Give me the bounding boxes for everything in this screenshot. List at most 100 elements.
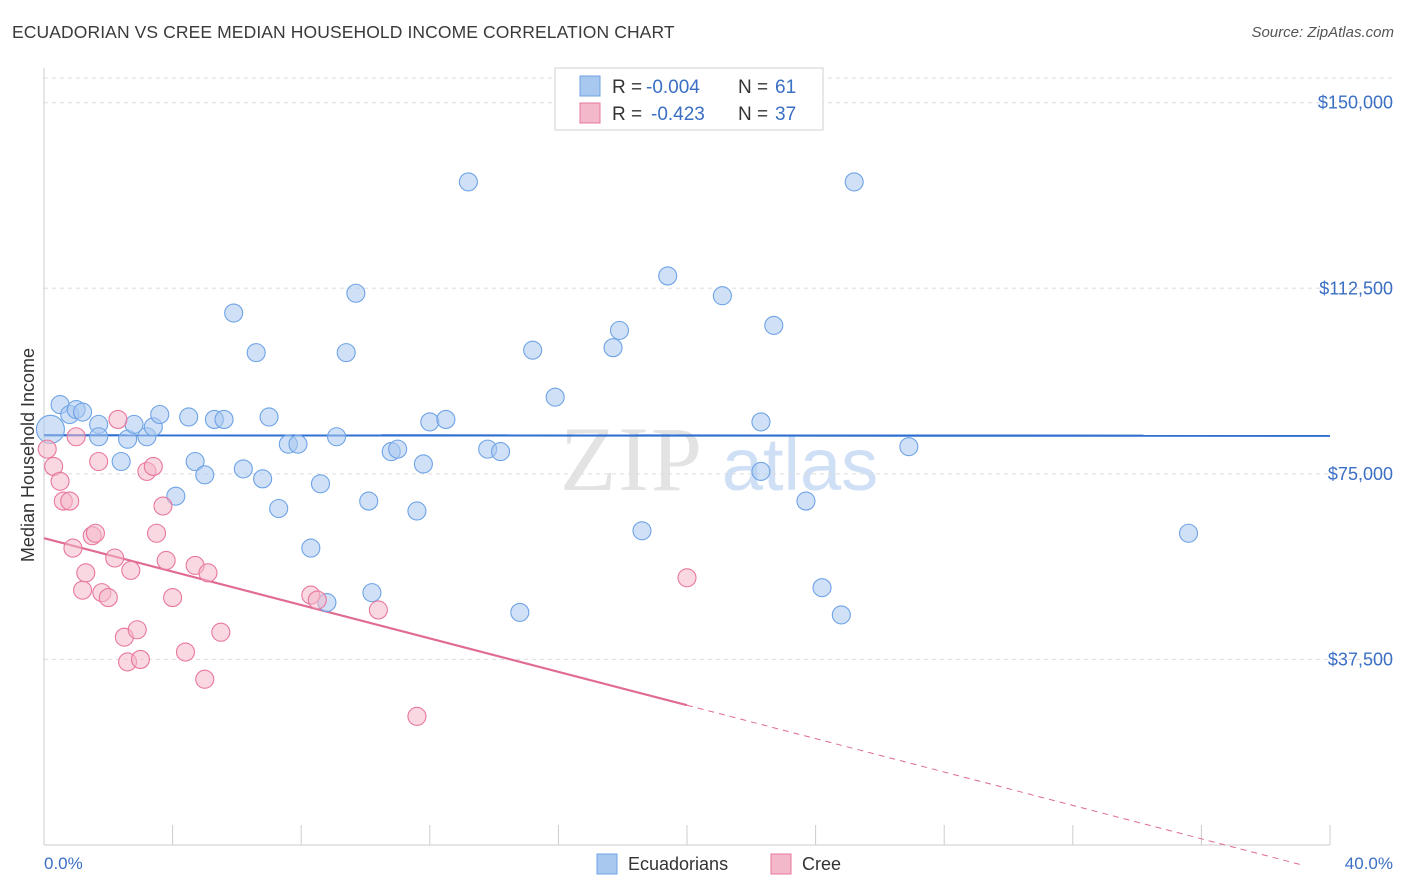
point-ecuadorians[interactable]	[510, 602, 530, 622]
point-ecuadorians[interactable]	[288, 434, 308, 454]
point-ecuadorians[interactable]	[150, 404, 170, 425]
point-cree[interactable]	[153, 496, 173, 516]
trend-lines	[43, 434, 1331, 867]
source-label: Source: ZipAtlas.com	[1251, 24, 1394, 41]
legend-n-label-1: N =	[738, 77, 768, 98]
point-cree[interactable]	[146, 523, 167, 543]
point-cree[interactable]	[175, 642, 196, 662]
legend-swatch-ecuadorians	[579, 75, 601, 97]
point-ecuadorians[interactable]	[764, 315, 784, 335]
point-ecuadorians[interactable]	[359, 491, 379, 511]
legend-swatch-cree	[579, 102, 601, 124]
point-ecuadorians[interactable]	[413, 454, 433, 474]
point-ecuadorians[interactable]	[89, 427, 109, 447]
point-ecuadorians[interactable]	[751, 461, 771, 481]
point-ecuadorians[interactable]	[658, 266, 678, 286]
point-cree[interactable]	[66, 427, 86, 447]
point-cree[interactable]	[307, 590, 327, 610]
point-ecuadorians[interactable]	[253, 469, 273, 489]
point-cree[interactable]	[198, 563, 218, 583]
point-ecuadorians[interactable]	[796, 491, 816, 511]
point-ecuadorians[interactable]	[310, 474, 331, 494]
point-ecuadorians[interactable]	[224, 303, 244, 323]
point-ecuadorians[interactable]	[301, 538, 321, 558]
point-ecuadorians[interactable]	[336, 343, 356, 363]
legend-n-label-2: N =	[738, 104, 768, 125]
watermark-atlas: atlas	[722, 423, 878, 506]
point-cree[interactable]	[60, 491, 80, 511]
legend-r-label-2: R =	[612, 104, 642, 125]
point-cree[interactable]	[127, 620, 147, 640]
point-ecuadorians[interactable]	[214, 409, 234, 429]
y-tick-label: $37,500	[1328, 649, 1393, 669]
point-ecuadorians[interactable]	[362, 583, 382, 603]
point-ecuadorians[interactable]	[812, 578, 832, 598]
x-tick-label-min: 0.0%	[44, 854, 83, 873]
point-cree[interactable]	[89, 451, 109, 472]
point-cree[interactable]	[211, 622, 231, 642]
legend-n-value-2: 37	[775, 104, 796, 125]
watermark-zip: ZIP	[560, 408, 704, 510]
point-ecuadorians[interactable]	[420, 412, 440, 432]
y-tick-label: $75,000	[1328, 464, 1393, 484]
bottom-legend-label-ecuadorians: Ecuadorians	[628, 854, 728, 874]
point-ecuadorians[interactable]	[35, 414, 65, 444]
bottom-legend[interactable]: Ecuadorians Cree	[596, 853, 841, 875]
point-ecuadorians[interactable]	[195, 465, 215, 485]
point-ecuadorians[interactable]	[73, 402, 93, 422]
point-ecuadorians[interactable]	[346, 283, 366, 303]
trend-line-cree	[43, 537, 688, 707]
point-ecuadorians[interactable]	[831, 605, 851, 625]
point-cree[interactable]	[85, 523, 105, 543]
bottom-legend-label-cree: Cree	[802, 854, 841, 874]
point-cree[interactable]	[407, 706, 427, 726]
point-ecuadorians[interactable]	[233, 459, 253, 479]
point-cree[interactable]	[195, 669, 215, 689]
point-ecuadorians[interactable]	[632, 521, 652, 541]
point-cree[interactable]	[143, 456, 163, 476]
point-cree[interactable]	[130, 649, 150, 669]
point-cree[interactable]	[73, 580, 93, 600]
data-points	[35, 172, 1199, 726]
point-ecuadorians[interactable]	[1178, 523, 1199, 543]
point-cree[interactable]	[108, 409, 128, 429]
point-ecuadorians[interactable]	[111, 451, 131, 472]
point-ecuadorians[interactable]	[751, 412, 771, 432]
point-cree[interactable]	[76, 563, 96, 583]
point-cree[interactable]	[163, 588, 183, 608]
point-cree[interactable]	[50, 471, 70, 491]
point-cree[interactable]	[368, 600, 388, 620]
point-cree[interactable]	[121, 560, 141, 580]
point-ecuadorians[interactable]	[179, 407, 199, 427]
point-ecuadorians[interactable]	[185, 451, 205, 472]
chart-title: ECUADORIAN VS CREE MEDIAN HOUSEHOLD INCO…	[12, 22, 675, 42]
point-ecuadorians[interactable]	[844, 172, 864, 192]
point-ecuadorians[interactable]	[436, 409, 456, 429]
point-ecuadorians[interactable]	[269, 498, 289, 519]
point-ecuadorians[interactable]	[246, 343, 266, 363]
point-ecuadorians[interactable]	[458, 172, 478, 192]
point-ecuadorians[interactable]	[712, 286, 732, 306]
point-cree[interactable]	[98, 588, 118, 608]
legend[interactable]: R = -0.004 N = 61 R = -0.423 N = 37	[554, 67, 824, 131]
point-ecuadorians[interactable]	[259, 407, 279, 427]
legend-r-label-1: R =	[612, 77, 642, 98]
point-cree[interactable]	[37, 439, 57, 459]
point-ecuadorians[interactable]	[490, 442, 511, 462]
point-ecuadorians[interactable]	[327, 427, 347, 447]
point-cree[interactable]	[156, 550, 176, 571]
point-ecuadorians[interactable]	[166, 486, 186, 506]
point-ecuadorians[interactable]	[609, 320, 630, 340]
point-ecuadorians[interactable]	[899, 437, 919, 457]
point-ecuadorians[interactable]	[603, 338, 623, 358]
point-ecuadorians[interactable]	[407, 501, 427, 521]
x-tick-label-max: 40.0%	[1345, 854, 1393, 873]
point-cree[interactable]	[105, 548, 125, 568]
point-cree[interactable]	[677, 568, 697, 588]
trend-line-cree-extension	[686, 704, 1305, 867]
point-ecuadorians[interactable]	[545, 387, 565, 407]
point-ecuadorians[interactable]	[523, 340, 543, 360]
point-cree[interactable]	[63, 538, 83, 558]
point-ecuadorians[interactable]	[388, 439, 408, 459]
